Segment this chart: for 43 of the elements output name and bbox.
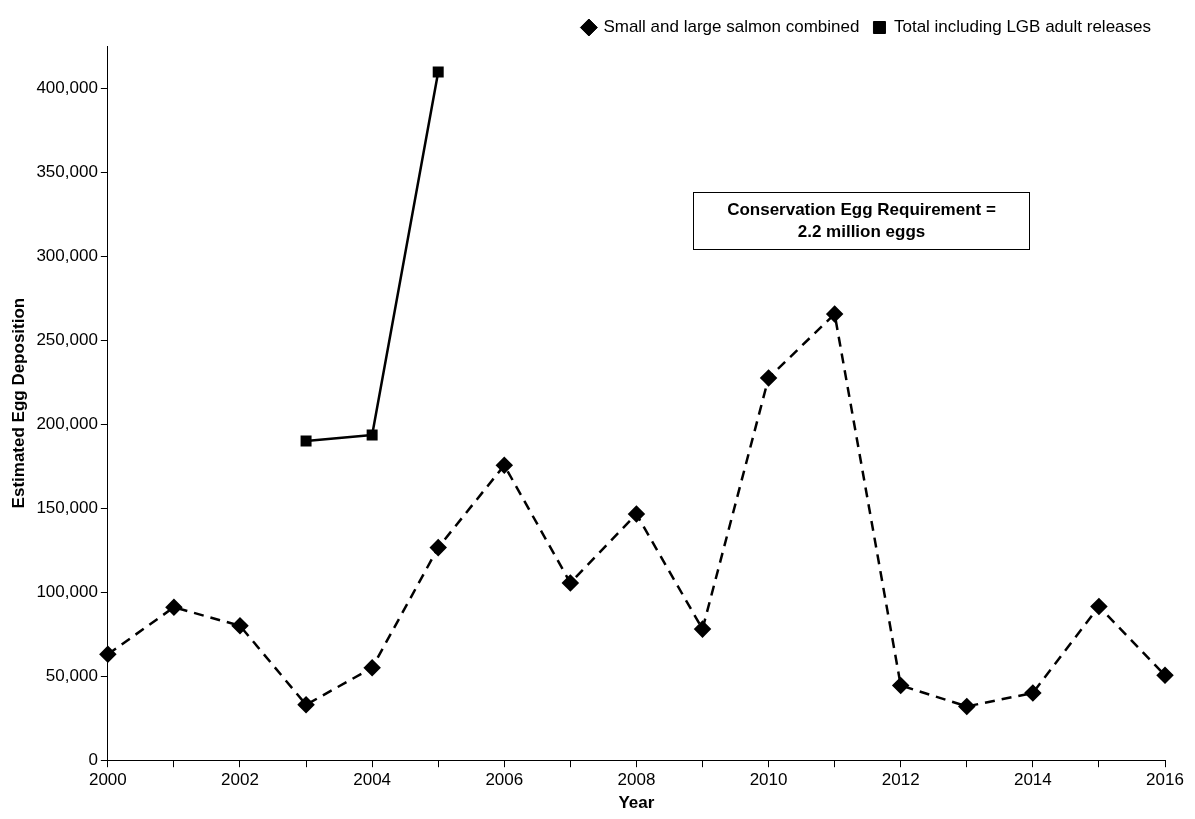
x-tick-label: 2012 [881,770,920,790]
point [496,457,513,474]
legend-label: Total including LGB adult releases [893,17,1151,37]
point [165,599,183,616]
y-tick-label: 300,000 [36,245,98,265]
point [826,305,843,323]
point [958,698,976,715]
legend-label: Small and large salmon combined [603,17,860,37]
point [297,696,315,713]
x-tick-label: 2016 [1146,770,1184,790]
point [429,539,447,556]
x-tick-label: 2004 [353,770,392,790]
point [363,659,381,677]
point [892,677,909,694]
point [366,429,378,441]
point [562,574,579,592]
x-tick-label: 2002 [221,770,259,790]
point [694,620,711,638]
y-axis-title: Estimated Egg Deposition [8,297,28,509]
point [1090,598,1108,615]
y-tick-label: 0 [88,749,98,769]
y-tick-label: 100,000 [36,581,98,601]
point [628,505,645,523]
x-tick-label: 2014 [1013,770,1052,790]
y-tick-label: 350,000 [36,161,98,181]
point [1024,684,1042,702]
point [99,646,117,663]
point [300,435,312,447]
point [760,369,777,387]
y-tick-label: 250,000 [36,329,98,349]
x-tick-label: 2010 [749,770,788,790]
x-axis-title: Year [618,793,655,813]
x-tick-label: 2000 [88,770,127,790]
x-tick-label: 2008 [617,770,656,790]
point [231,617,249,635]
y-tick-label: 50,000 [45,665,98,685]
x-tick-label: 2006 [485,770,524,790]
y-tick-label: 400,000 [36,77,98,97]
annotation: Conservation Egg Requirement = 2.2 million eggs [693,192,1030,251]
y-tick-label: 150,000 [36,497,98,517]
point [1156,667,1174,684]
y-tick-label: 200,000 [36,413,98,433]
point [432,66,444,78]
